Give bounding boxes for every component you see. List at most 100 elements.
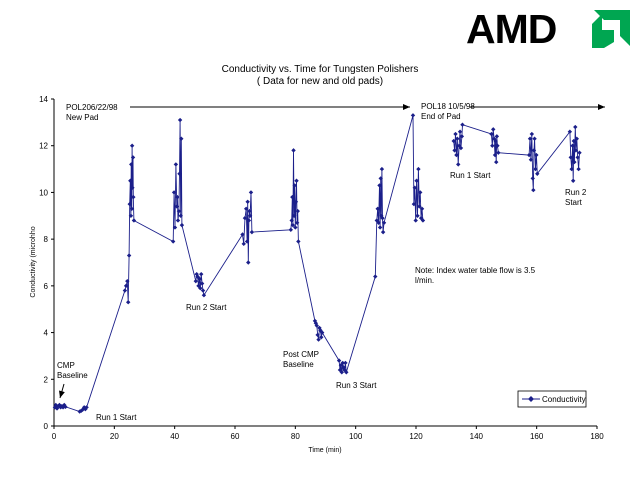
data-point bbox=[63, 404, 68, 410]
data-point bbox=[570, 143, 575, 148]
annotation-post-cmp: Baseline bbox=[283, 360, 314, 369]
data-point bbox=[54, 406, 60, 411]
data-point bbox=[459, 134, 465, 139]
data-point bbox=[248, 190, 254, 195]
end-pad-arrow-head bbox=[598, 104, 605, 110]
data-point bbox=[240, 232, 245, 237]
data-point bbox=[176, 208, 182, 214]
data-point bbox=[200, 288, 206, 293]
x-tick-label: 40 bbox=[170, 432, 179, 441]
data-point bbox=[175, 194, 180, 200]
y-tick-label: 6 bbox=[44, 282, 49, 291]
data-point bbox=[491, 127, 496, 132]
data-point bbox=[575, 155, 580, 160]
data-point bbox=[177, 117, 183, 123]
series-conductivity bbox=[52, 113, 582, 414]
pad-arrows bbox=[59, 104, 605, 399]
chart-subtitle: ( Data for new and old pads) bbox=[257, 76, 383, 87]
data-point bbox=[247, 213, 253, 218]
data-point bbox=[177, 171, 182, 176]
data-point bbox=[288, 227, 294, 232]
data-point bbox=[293, 199, 299, 204]
annotation-cmp-baseline: CMP bbox=[57, 361, 75, 370]
annotation-pol18: POL18 10/5/98 bbox=[421, 102, 475, 111]
annotation-run2-low: Run 2 Start bbox=[186, 303, 227, 312]
y-tick-label: 2 bbox=[44, 375, 49, 384]
y-tick-label: 10 bbox=[39, 188, 48, 197]
data-point bbox=[243, 206, 249, 211]
data-point bbox=[420, 218, 426, 223]
y-tick-label: 4 bbox=[44, 329, 49, 338]
data-point bbox=[419, 206, 425, 211]
data-point bbox=[125, 278, 130, 284]
data-point bbox=[412, 185, 417, 190]
data-point bbox=[529, 131, 535, 137]
data-point bbox=[572, 159, 577, 165]
data-point bbox=[413, 218, 418, 223]
tick-labels: 0 20 40 60 80 100 120 140 160 180 0 2 4 6 8 10 12 14 bbox=[39, 95, 604, 441]
data-point bbox=[294, 178, 299, 183]
annotation-post-cmp: Post CMP bbox=[283, 350, 319, 359]
data-point bbox=[292, 183, 297, 188]
data-point bbox=[460, 122, 465, 127]
data-point bbox=[314, 323, 319, 328]
cmp-baseline-arrow-head bbox=[59, 390, 65, 398]
data-point bbox=[319, 330, 325, 335]
data-point bbox=[296, 239, 301, 244]
data-point bbox=[411, 201, 417, 207]
data-point bbox=[451, 138, 456, 144]
data-point bbox=[289, 218, 294, 223]
y-tick-label: 12 bbox=[39, 142, 48, 151]
data-point bbox=[198, 285, 203, 291]
x-tick-label: 60 bbox=[231, 432, 240, 441]
data-point bbox=[410, 113, 416, 118]
data-point bbox=[455, 136, 460, 141]
data-point bbox=[418, 215, 424, 221]
data-point bbox=[343, 360, 348, 366]
annotation-run1-high: Run 1 Start bbox=[450, 171, 491, 180]
data-point bbox=[490, 143, 495, 148]
legend-marker bbox=[528, 396, 534, 402]
data-point bbox=[377, 183, 382, 188]
data-point bbox=[175, 218, 181, 223]
annotation-run3: Run 3 Start bbox=[336, 381, 377, 390]
data-point bbox=[530, 176, 535, 181]
x-tick-label: 160 bbox=[530, 432, 544, 441]
y-axis-label: Conductivity (microhho bbox=[30, 226, 37, 297]
data-point bbox=[131, 218, 137, 223]
y-tick-label: 0 bbox=[44, 422, 49, 431]
data-point bbox=[577, 150, 582, 155]
data-point bbox=[373, 274, 378, 279]
data-point bbox=[376, 220, 381, 225]
x-tick-label: 180 bbox=[590, 432, 604, 441]
data-point bbox=[293, 225, 298, 230]
data-point bbox=[127, 201, 132, 207]
data-point bbox=[492, 152, 498, 158]
data-point bbox=[249, 229, 255, 235]
data-point bbox=[178, 213, 183, 218]
data-point bbox=[316, 337, 321, 342]
data-point bbox=[574, 136, 579, 141]
data-point bbox=[319, 335, 324, 340]
data-point bbox=[246, 260, 251, 265]
data-point bbox=[339, 370, 344, 375]
data-point bbox=[493, 138, 498, 144]
data-point bbox=[452, 148, 457, 153]
data-point bbox=[570, 178, 576, 183]
logo-text: AMD bbox=[466, 6, 557, 52]
annotation-note: l/min. bbox=[415, 276, 434, 285]
data-point bbox=[532, 136, 537, 141]
new-pad-arrow-head bbox=[403, 104, 410, 110]
x-tick-label: 20 bbox=[110, 432, 119, 441]
data-point bbox=[291, 213, 297, 218]
data-point bbox=[340, 360, 345, 366]
x-tick-label: 140 bbox=[470, 432, 484, 441]
x-axis-label: Time (min) bbox=[308, 447, 341, 454]
data-point bbox=[295, 208, 300, 214]
data-point bbox=[290, 194, 295, 200]
series-line bbox=[453, 124, 580, 191]
data-point bbox=[58, 405, 63, 410]
data-point bbox=[245, 199, 250, 204]
data-point bbox=[315, 332, 320, 338]
